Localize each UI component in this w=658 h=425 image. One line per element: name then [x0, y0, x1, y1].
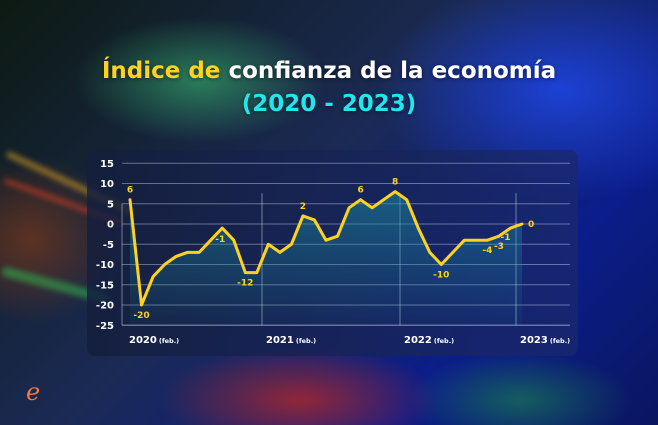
data-label: -4 — [482, 246, 492, 256]
data-label: -1 — [215, 235, 225, 245]
y-tick-label: 15 — [100, 159, 114, 170]
logo-glyph: e — [26, 378, 41, 406]
title-highlight: Índice de — [101, 58, 221, 84]
data-label: 2 — [300, 202, 306, 212]
y-tick-label: -5 — [103, 240, 114, 251]
y-tick-label: -15 — [96, 280, 114, 291]
data-label: 8 — [392, 178, 398, 188]
data-label: 6 — [127, 186, 133, 196]
area-fill — [130, 191, 522, 326]
y-tick-label: 10 — [100, 179, 114, 190]
data-label: -10 — [433, 271, 449, 281]
y-tick-label: 0 — [107, 220, 114, 231]
x-tick-label: 2021 (feb.) — [266, 335, 316, 346]
x-tick-label: 2022 (feb.) — [404, 335, 454, 346]
data-label: -12 — [237, 279, 253, 289]
chart-title: Índice de confianza de la economía — [0, 58, 658, 84]
data-label: 6 — [357, 186, 363, 196]
chart-subtitle: (2020 - 2023) — [241, 91, 417, 117]
title-rest: confianza de la economía — [228, 58, 557, 84]
data-label: -3 — [494, 242, 504, 252]
y-tick-label: -20 — [96, 301, 114, 312]
y-tick-label: -25 — [96, 321, 114, 332]
data-label: -20 — [133, 311, 149, 321]
x-tick-label: 2023 (feb.) — [520, 335, 570, 346]
elcomercio-e-logo-icon: e — [26, 380, 48, 404]
y-tick-label: -10 — [96, 260, 114, 271]
y-tick-label: 5 — [107, 199, 114, 210]
data-label: -1 — [500, 233, 510, 243]
x-tick-label: 2020 (feb.) — [129, 335, 179, 346]
data-label: 0 — [528, 220, 534, 230]
series-line — [128, 190, 524, 307]
